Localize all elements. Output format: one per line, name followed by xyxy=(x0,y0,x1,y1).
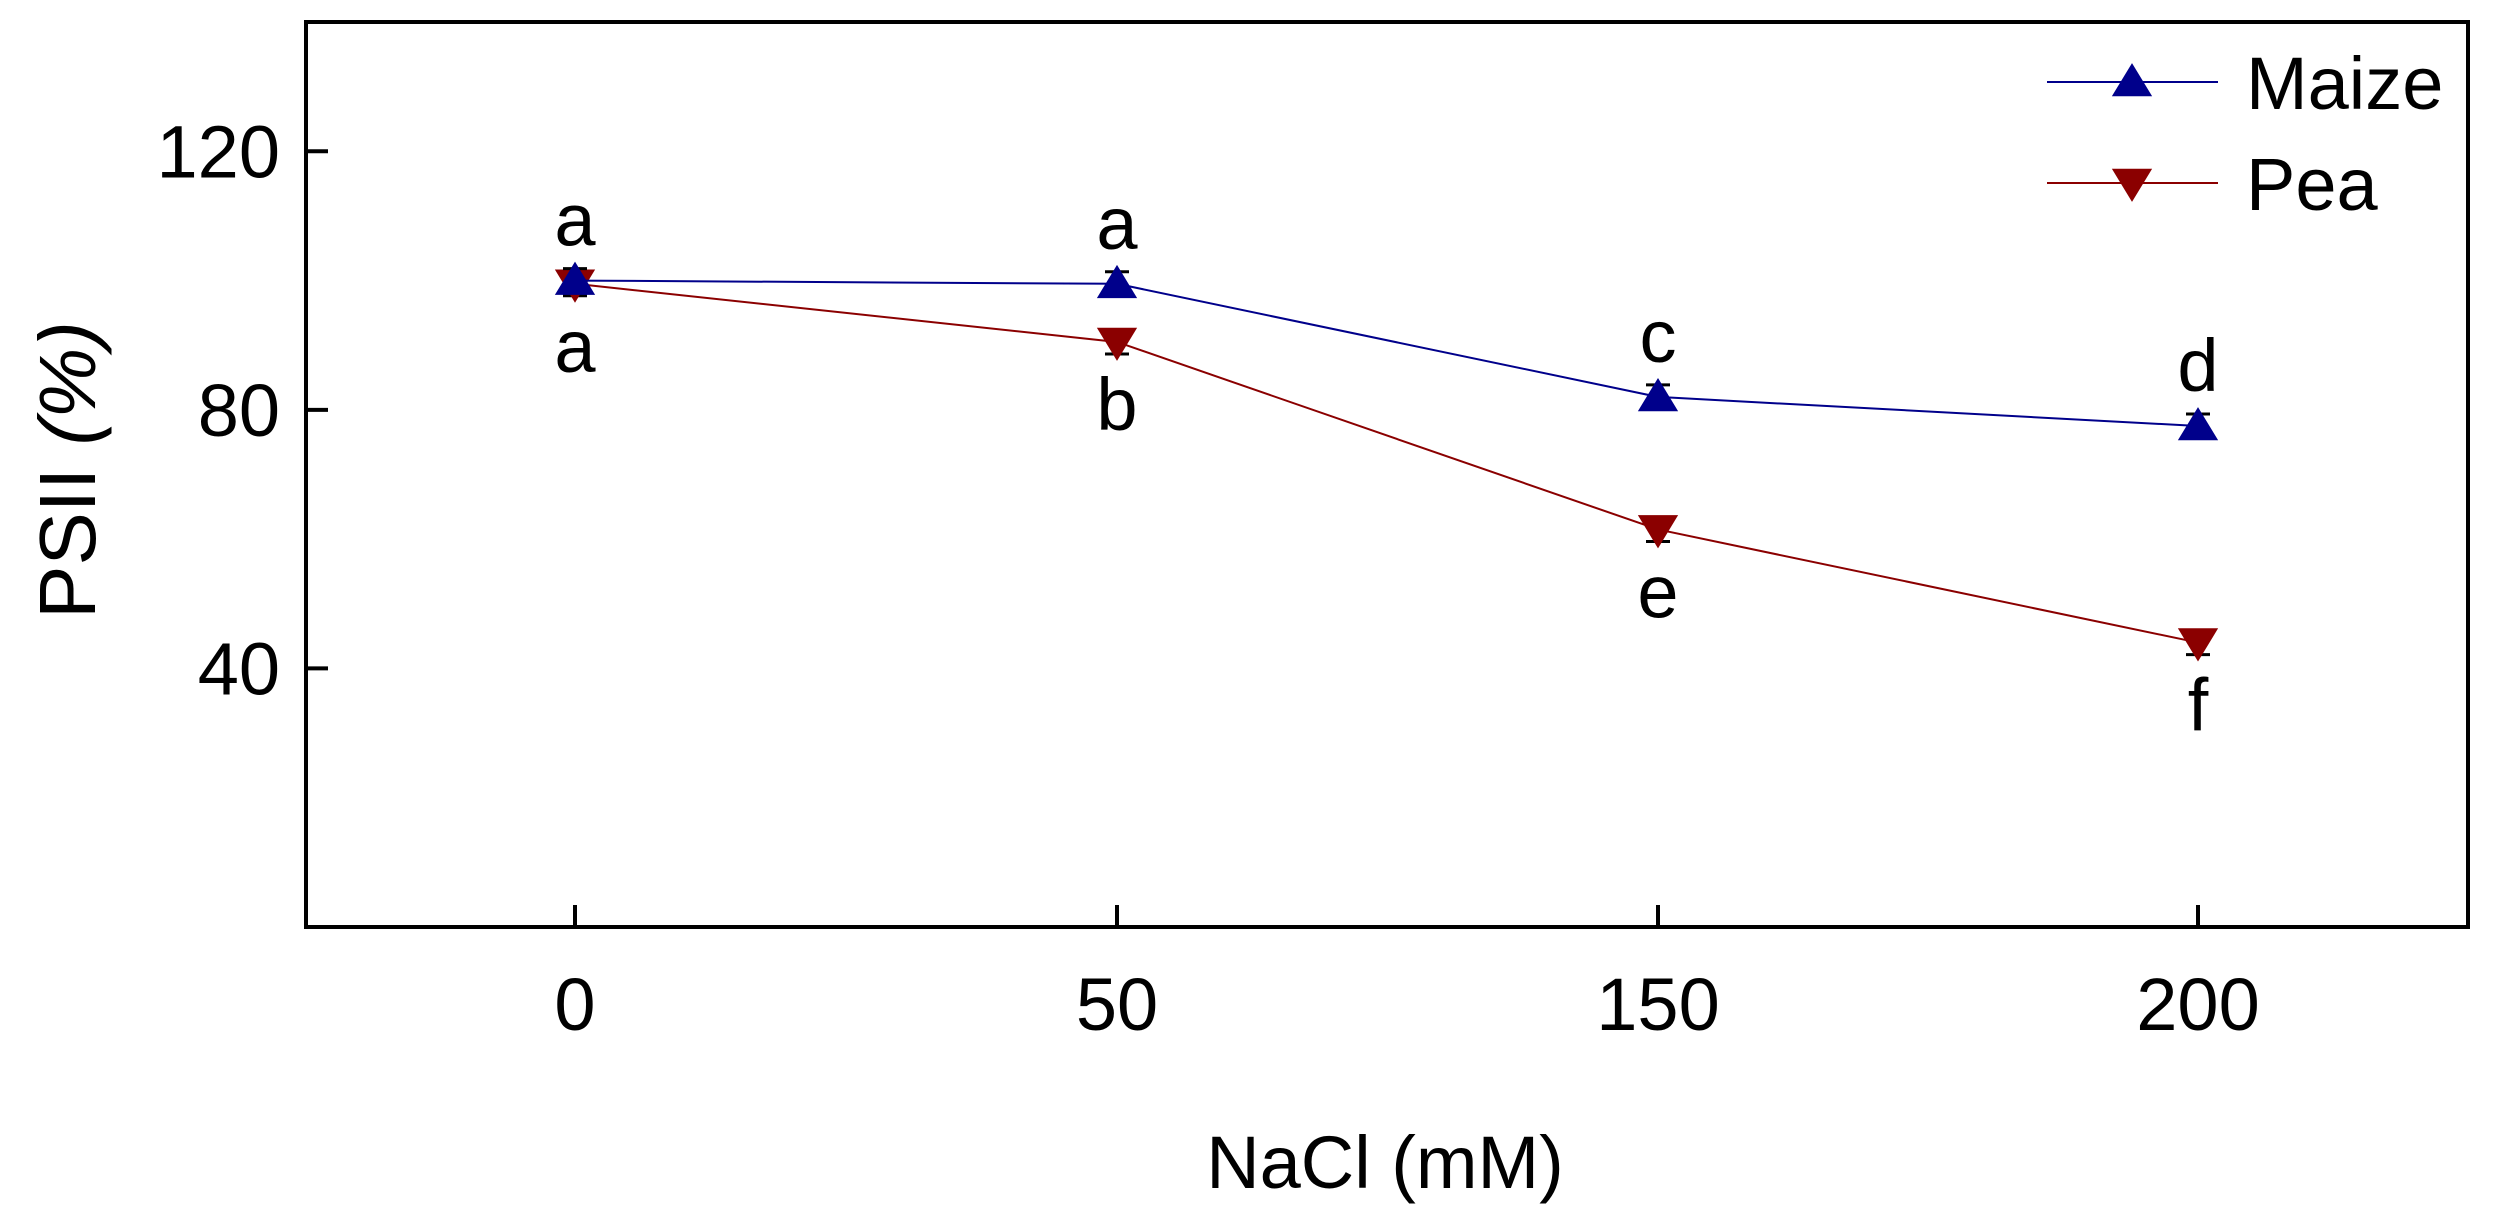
maize-letter-150: c xyxy=(1640,295,1677,378)
y-tick-label-80: 80 xyxy=(198,369,280,452)
maize-letter-0: a xyxy=(554,179,596,262)
legend: Maize Pea xyxy=(2047,42,2443,226)
maize-letter-200: d xyxy=(2177,324,2218,407)
x-axis-label: NaCl (mM) xyxy=(1206,1121,1564,1204)
legend-marker-maize xyxy=(2111,63,2153,97)
maize-point-150 xyxy=(1637,378,1679,412)
x-tick-label-50: 50 xyxy=(1076,963,1158,1046)
pea-letter-50: b xyxy=(1096,363,1137,446)
y-axis-ticks: 40 80 120 xyxy=(157,110,328,710)
pea-point-50 xyxy=(1096,327,1138,361)
legend-marker-pea xyxy=(2111,168,2153,202)
x-tick-label-200: 200 xyxy=(2136,963,2259,1046)
pea-letter-0: a xyxy=(554,305,596,388)
pea-line xyxy=(574,282,2199,644)
legend-label-maize: Maize xyxy=(2246,42,2443,125)
pea-letter-200: f xyxy=(2188,664,2209,747)
y-axis-label-main: PSII xyxy=(23,446,112,619)
maize-point-200 xyxy=(2177,407,2219,441)
y-axis-label-unit: (%) xyxy=(23,321,112,445)
legend-label-pea: Pea xyxy=(2246,143,2379,226)
pea-letter-150: e xyxy=(1637,550,1678,633)
plot-frame xyxy=(304,20,2470,929)
x-tick-label-0: 0 xyxy=(554,963,595,1046)
y-tick-label-40: 40 xyxy=(198,627,280,710)
x-tick-label-150: 150 xyxy=(1596,963,1719,1046)
series-layer xyxy=(554,261,2219,662)
x-axis-ticks: 0 50 150 200 xyxy=(554,905,2260,1046)
y-axis-label: PSII (%) xyxy=(23,321,112,619)
y-tick-label-120: 120 xyxy=(157,110,280,193)
maize-line xyxy=(574,279,2199,428)
pea-point-200 xyxy=(2177,628,2219,662)
pea-point-150 xyxy=(1637,515,1679,549)
maize-point-50 xyxy=(1096,264,1138,299)
maize-letter-50: a xyxy=(1096,182,1138,265)
maize-point-0 xyxy=(554,261,596,295)
